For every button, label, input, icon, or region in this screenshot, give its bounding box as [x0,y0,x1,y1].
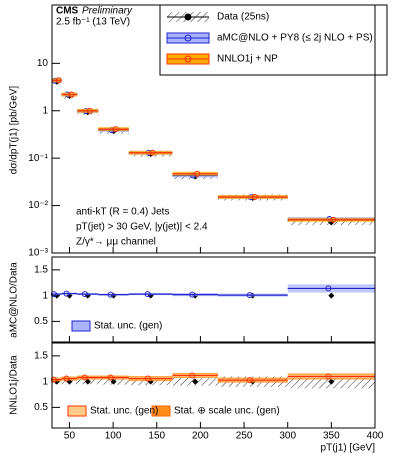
legend-swatch [67,405,87,417]
legend-marker [184,55,192,63]
x-tick-label: 300 [279,431,296,442]
legend-label: Stat. unc. (gen) [90,406,158,417]
annotation: Z/γ*→ μμ channel [76,237,156,248]
plot-frame [51,342,376,429]
prediction-marker [325,285,332,292]
prediction-marker [81,291,88,298]
data-point [110,378,117,385]
prediction-marker [50,376,57,383]
prediction-marker [86,107,93,114]
lumi-label: 2.5 fb⁻¹ (13 TeV) [56,17,130,28]
y-tick-label: 10⁻³ [28,248,48,259]
legend-label: Stat. ⊕ scale unc. (gen) [174,406,280,417]
prediction-marker [107,374,114,381]
data-point [192,378,199,385]
prediction-marker [63,290,70,297]
y-axis-label: dσ/dpT(j1) [pb/GeV] [9,86,20,175]
data-point [328,378,335,385]
prediction-marker [81,374,88,381]
x-tick-label: 400 [367,431,384,442]
data-point [84,378,91,385]
annotation: pT(jet) > 30 GeV, |y(jet)| < 2.4 [76,222,208,233]
legend-label: NNLO1j + NP [217,54,278,65]
prediction-marker [246,292,253,299]
legend-label: Stat. unc. (gen) [94,321,162,332]
prediction-marker [50,291,57,298]
prediction-marker [251,193,258,200]
legend-swatch [71,320,91,332]
prediction-marker [246,377,253,384]
prediction-marker [63,375,70,382]
legend-marker [184,13,192,21]
y-tick-label: 1 [42,105,48,116]
y-tick-label: 0.5 [34,402,48,413]
prediction-marker [189,291,196,298]
preliminary-label: Preliminary [82,6,133,17]
legend-swatch [151,405,171,417]
prediction-marker [149,149,156,156]
cms-label: CMS [56,6,79,17]
prediction-marker [68,91,75,98]
y-tick-label: 1.5 [34,351,48,362]
y-tick-label: 10⁻¹ [28,153,48,164]
legend-marker [184,34,192,42]
prediction-marker [194,170,201,177]
y-tick-label: 0.5 [34,316,48,327]
y-tick-label: 10 [37,58,49,69]
y-axis-label: NNLO1j/Data [9,355,20,415]
x-tick-label: 100 [105,431,122,442]
prediction-marker [112,126,119,133]
annotation: anti-kT (R = 0.4) Jets [76,207,169,218]
prediction-marker [330,216,337,223]
y-axis-label: aMC@NLO/Data [9,262,20,338]
x-tick-label: 150 [148,431,165,442]
x-tick-label: 250 [236,431,253,442]
prediction-marker [189,372,196,379]
x-tick-label: 200 [192,431,209,442]
legend-label: Data (25ns) [217,12,269,23]
plot-frame [51,256,376,343]
x-tick-label: 350 [323,431,340,442]
prediction-marker [325,373,332,380]
y-tick-label: 1 [42,290,48,301]
y-tick-label: 10⁻² [28,200,48,211]
y-tick-label: 1 [42,376,48,387]
legend-label: aMC@NLO + PY8 (≤ 2j NLO + PS) [217,33,373,44]
prediction-marker [107,291,114,298]
plot-frame [51,4,376,254]
prediction-marker [144,375,151,382]
data-point [328,292,335,299]
x-tick-label: 50 [64,431,76,442]
prediction-marker [144,291,151,298]
y-tick-label: 1.5 [34,265,48,276]
prediction-marker [55,77,62,84]
x-axis-label: pT(j1) [GeV] [321,443,376,454]
